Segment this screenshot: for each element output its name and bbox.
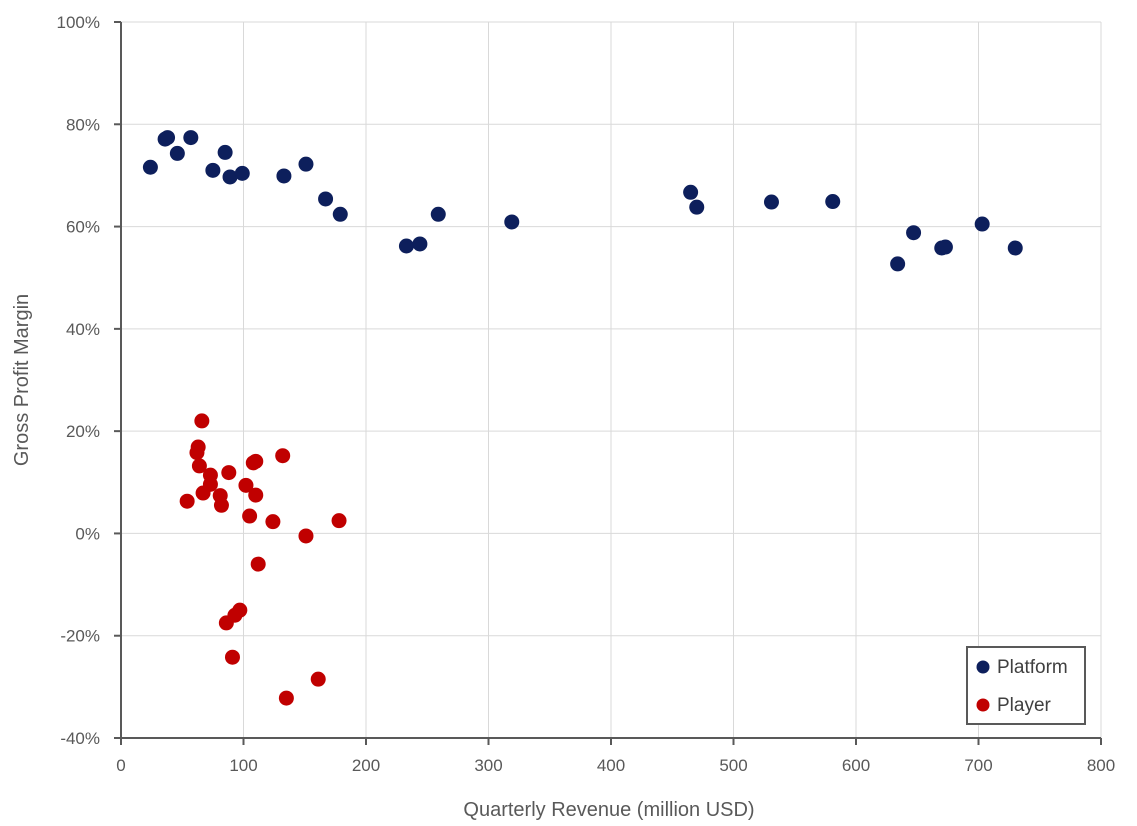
point-platform: [763, 194, 779, 210]
point-platform: [906, 225, 922, 241]
legend-label-platform: Platform: [997, 657, 1068, 678]
point-player: [331, 513, 347, 529]
point-platform: [276, 168, 292, 184]
y-tick-label: 60%: [66, 218, 100, 237]
x-tick-label: 600: [842, 756, 870, 775]
legend-marker-player: [976, 698, 990, 712]
point-platform: [937, 239, 953, 255]
point-platform: [825, 194, 841, 210]
point-platform: [1007, 240, 1023, 256]
point-player: [242, 508, 258, 524]
point-player: [238, 477, 254, 493]
y-tick-label: 80%: [66, 115, 100, 134]
data-points: [142, 130, 1023, 706]
point-platform: [169, 145, 185, 161]
point-player: [265, 514, 281, 530]
x-axis-title: Quarterly Revenue (million USD): [463, 799, 754, 821]
point-platform: [160, 130, 176, 146]
point-player: [194, 413, 210, 429]
legend-box: [966, 646, 1086, 725]
point-platform: [217, 144, 233, 160]
legend-marker-platform: [976, 660, 990, 674]
point-platform: [430, 206, 446, 222]
y-tick-label: 0%: [75, 524, 100, 543]
x-tick-label: 100: [229, 756, 257, 775]
y-tick-label: 100%: [57, 13, 100, 32]
x-tick-label: 200: [352, 756, 380, 775]
point-platform: [205, 162, 221, 178]
point-platform: [689, 199, 705, 215]
point-platform: [332, 206, 348, 222]
point-platform: [398, 238, 414, 254]
point-player: [248, 453, 264, 469]
x-tick-label: 800: [1087, 756, 1115, 775]
tick-labels: 0 100 200 300 400 500 600 700 800 -40% -20% 0% 20% 40…: [57, 13, 1116, 775]
grid: [121, 21, 1102, 738]
point-player: [248, 487, 264, 503]
point-platform: [974, 216, 990, 232]
legend-label-player: Player: [997, 695, 1052, 716]
point-player: [232, 602, 248, 618]
y-tick-label: 40%: [66, 320, 100, 339]
point-player: [179, 493, 195, 509]
point-player: [278, 690, 294, 706]
point-player: [250, 556, 266, 572]
point-player: [298, 528, 314, 544]
point-platform: [412, 236, 428, 252]
legend: Platform Player: [966, 646, 1086, 725]
axes: [114, 21, 1102, 745]
y-tick-label: -40%: [60, 729, 100, 748]
point-player: [191, 458, 207, 474]
point-platform: [234, 165, 250, 181]
x-tick-label: 700: [964, 756, 992, 775]
y-axis-title: Gross Profit Margin: [11, 294, 33, 466]
point-platform: [183, 130, 199, 146]
point-player: [310, 671, 326, 687]
point-platform: [890, 256, 906, 272]
point-platform: [222, 169, 238, 185]
point-platform: [504, 214, 520, 230]
y-tick-label: -20%: [60, 627, 100, 646]
point-platform: [318, 191, 334, 207]
point-player: [275, 448, 291, 464]
x-tick-label: 500: [719, 756, 747, 775]
x-tick-label: 400: [597, 756, 625, 775]
point-player: [202, 467, 218, 483]
x-tick-label: 300: [474, 756, 502, 775]
point-platform: [683, 184, 699, 200]
point-platform: [298, 156, 314, 172]
x-tick-label: 0: [116, 756, 125, 775]
point-platform: [142, 159, 158, 175]
point-player: [190, 439, 206, 455]
point-player: [221, 465, 237, 481]
y-tick-label: 20%: [66, 422, 100, 441]
point-player: [213, 497, 229, 513]
point-player: [224, 649, 240, 665]
